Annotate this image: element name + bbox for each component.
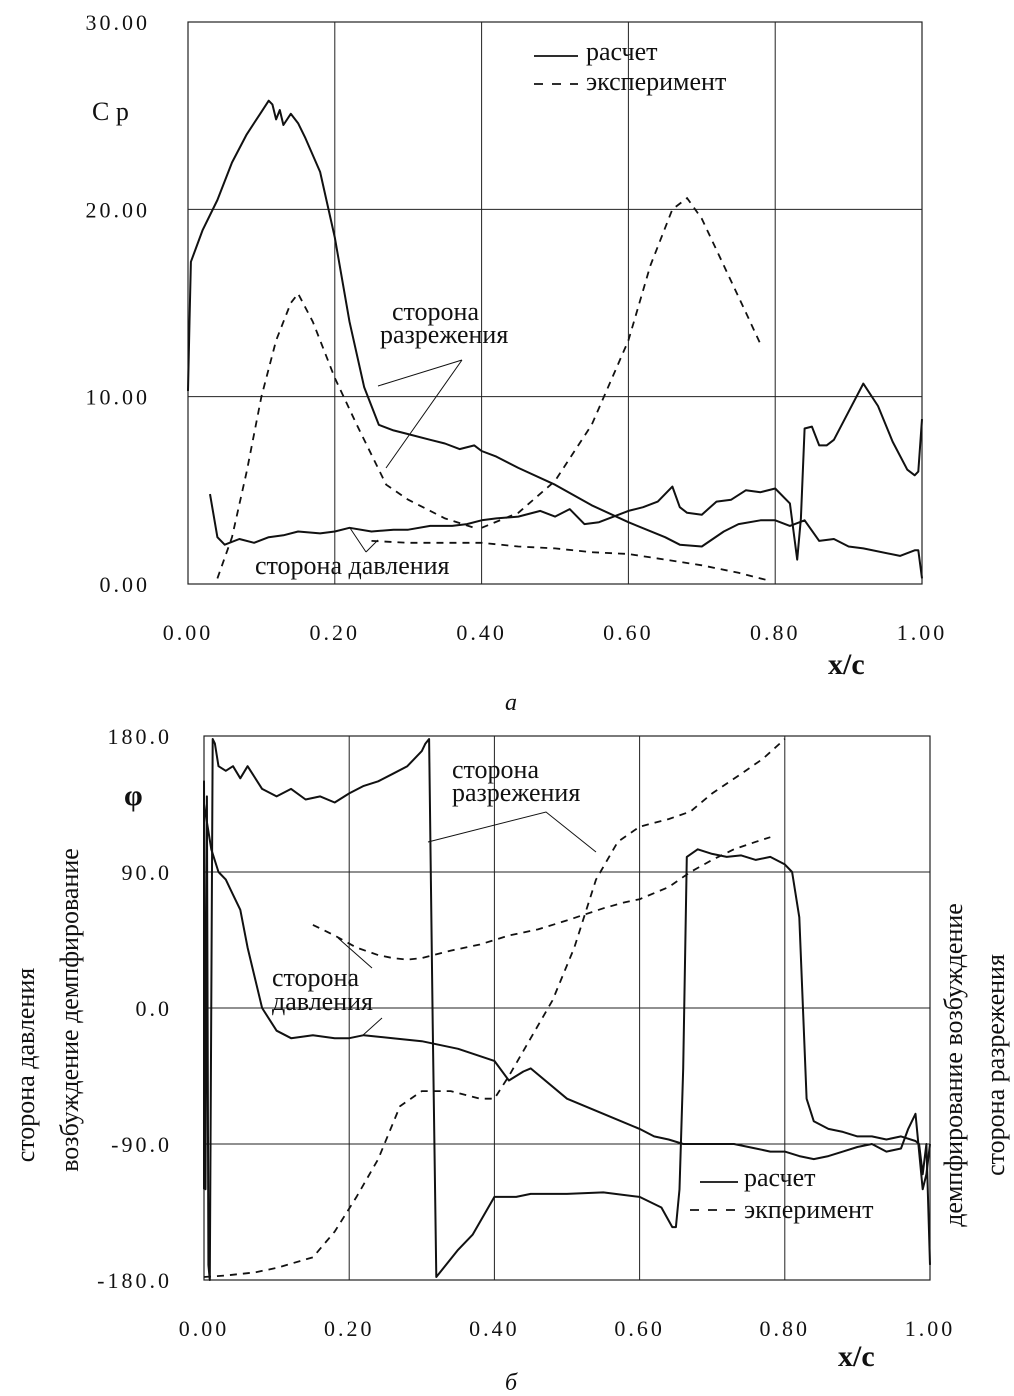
panel-b-x-axis-label: x/c xyxy=(838,1340,875,1373)
panel-a-y-tick-label: 10.00 xyxy=(86,385,151,410)
panel-b-y-tick-label: 0.0 xyxy=(136,996,173,1021)
panel-b-y-tick-label: 180.0 xyxy=(108,724,173,749)
panel-b-x-tick-label: 0.60 xyxy=(614,1316,665,1341)
legend-exp-label: эксперимент xyxy=(586,67,726,96)
panel-b-x-tick-label: 0.40 xyxy=(469,1316,520,1341)
panel-b-x-tick-label: 0.80 xyxy=(760,1316,811,1341)
panel-a-x-axis-label: x/c xyxy=(828,648,865,681)
panel-a-series-experiment-4 xyxy=(371,540,769,582)
panel-b-y-tick-label: 90.0 xyxy=(122,860,173,885)
panel-b-series-calculation-1 xyxy=(203,803,931,1191)
panel-a-series-calculation-0 xyxy=(187,99,923,579)
panel-a-series-experiment-3 xyxy=(481,196,762,529)
legend-b-exp-label: экперимент xyxy=(744,1195,873,1224)
panel-a-x-tick-label: 1.00 xyxy=(897,620,948,645)
right-side-label-regimes: демпфирование возбуждение xyxy=(939,903,968,1227)
panel-a-x-tick-label: 0.60 xyxy=(603,620,654,645)
panel-a-y-axis-label: C p xyxy=(92,97,129,126)
annotation-b-suction-line2: разрежения xyxy=(452,778,580,807)
legend-calc-label: расчет xyxy=(586,37,658,66)
left-side-label-regimes: возбуждение демпфирование xyxy=(55,848,84,1172)
panel-a-series-experiment-2 xyxy=(216,291,475,579)
panel-a-y-tick-label: 0.00 xyxy=(100,572,151,597)
panel-b-x-tick-label: 0.20 xyxy=(324,1316,375,1341)
panel-a-cp-chart: 0.00 0.20 0.40 0.60 0.80 1.00 0.00 10.00 20.00 30… xyxy=(86,10,948,716)
legend-b-calc-label: расчет xyxy=(744,1163,816,1192)
right-side-label-suction: сторона разрежения xyxy=(981,954,1010,1176)
annotation-b-pressure-line2: давления xyxy=(272,987,373,1016)
annotation-pressure-side: сторона давления xyxy=(255,551,450,580)
annotation-suction-side-line2: разрежения xyxy=(380,320,508,349)
panel-a-annotations: сторона разрежения сторона давления xyxy=(255,297,508,580)
panel-a-x-tick-label: 0.20 xyxy=(310,620,361,645)
annotation-b-pressure-line1: сторона xyxy=(272,963,359,992)
annotation-suction-side-line1: сторона xyxy=(392,297,479,326)
panel-a-y-tick-label: 20.00 xyxy=(86,197,151,222)
panel-a-y-tick-label: 30.00 xyxy=(86,10,151,35)
panel-b-y-tick-label: -90.0 xyxy=(111,1132,172,1157)
annotation-suction-leaders xyxy=(377,359,463,469)
annotation-b-suction-line1: сторона xyxy=(452,755,539,784)
left-side-label-pressure: сторона давления xyxy=(11,968,40,1163)
panel-b-series-experiment-3 xyxy=(312,836,771,961)
panel-b-annotations: сторона разрежения сторона давления xyxy=(272,755,597,1037)
panel-a-x-tick-label: 0.00 xyxy=(163,620,214,645)
panel-b-caption: б xyxy=(505,1370,518,1396)
panel-a-x-tick-label: 0.40 xyxy=(456,620,507,645)
panel-b-x-tick-label: 1.00 xyxy=(905,1316,956,1341)
panel-b-y-axis-label: φ xyxy=(124,779,143,812)
panel-a-x-tick-label: 0.80 xyxy=(750,620,801,645)
panel-b-x-tick-label: 0.00 xyxy=(179,1316,230,1341)
panel-a-legend: расчет эксперимент xyxy=(534,37,726,96)
annotation-b-suction-leaders xyxy=(427,811,597,853)
panel-b-legend: расчет экперимент xyxy=(690,1163,873,1224)
panel-a-caption: а xyxy=(505,690,517,716)
panel-a-plot-frame xyxy=(187,21,923,585)
annotation-b-pressure-leaders xyxy=(337,937,383,1037)
panel-b-series-calculation-0 xyxy=(203,738,931,1281)
panel-b-phase-chart: 0.00 0.20 0.40 0.60 0.80 1.00 180.0 90.0 0.0 -90.… xyxy=(11,724,1010,1396)
panel-a-series-calculation-1 xyxy=(209,382,923,561)
panel-b-y-tick-label: -180.0 xyxy=(97,1268,172,1293)
